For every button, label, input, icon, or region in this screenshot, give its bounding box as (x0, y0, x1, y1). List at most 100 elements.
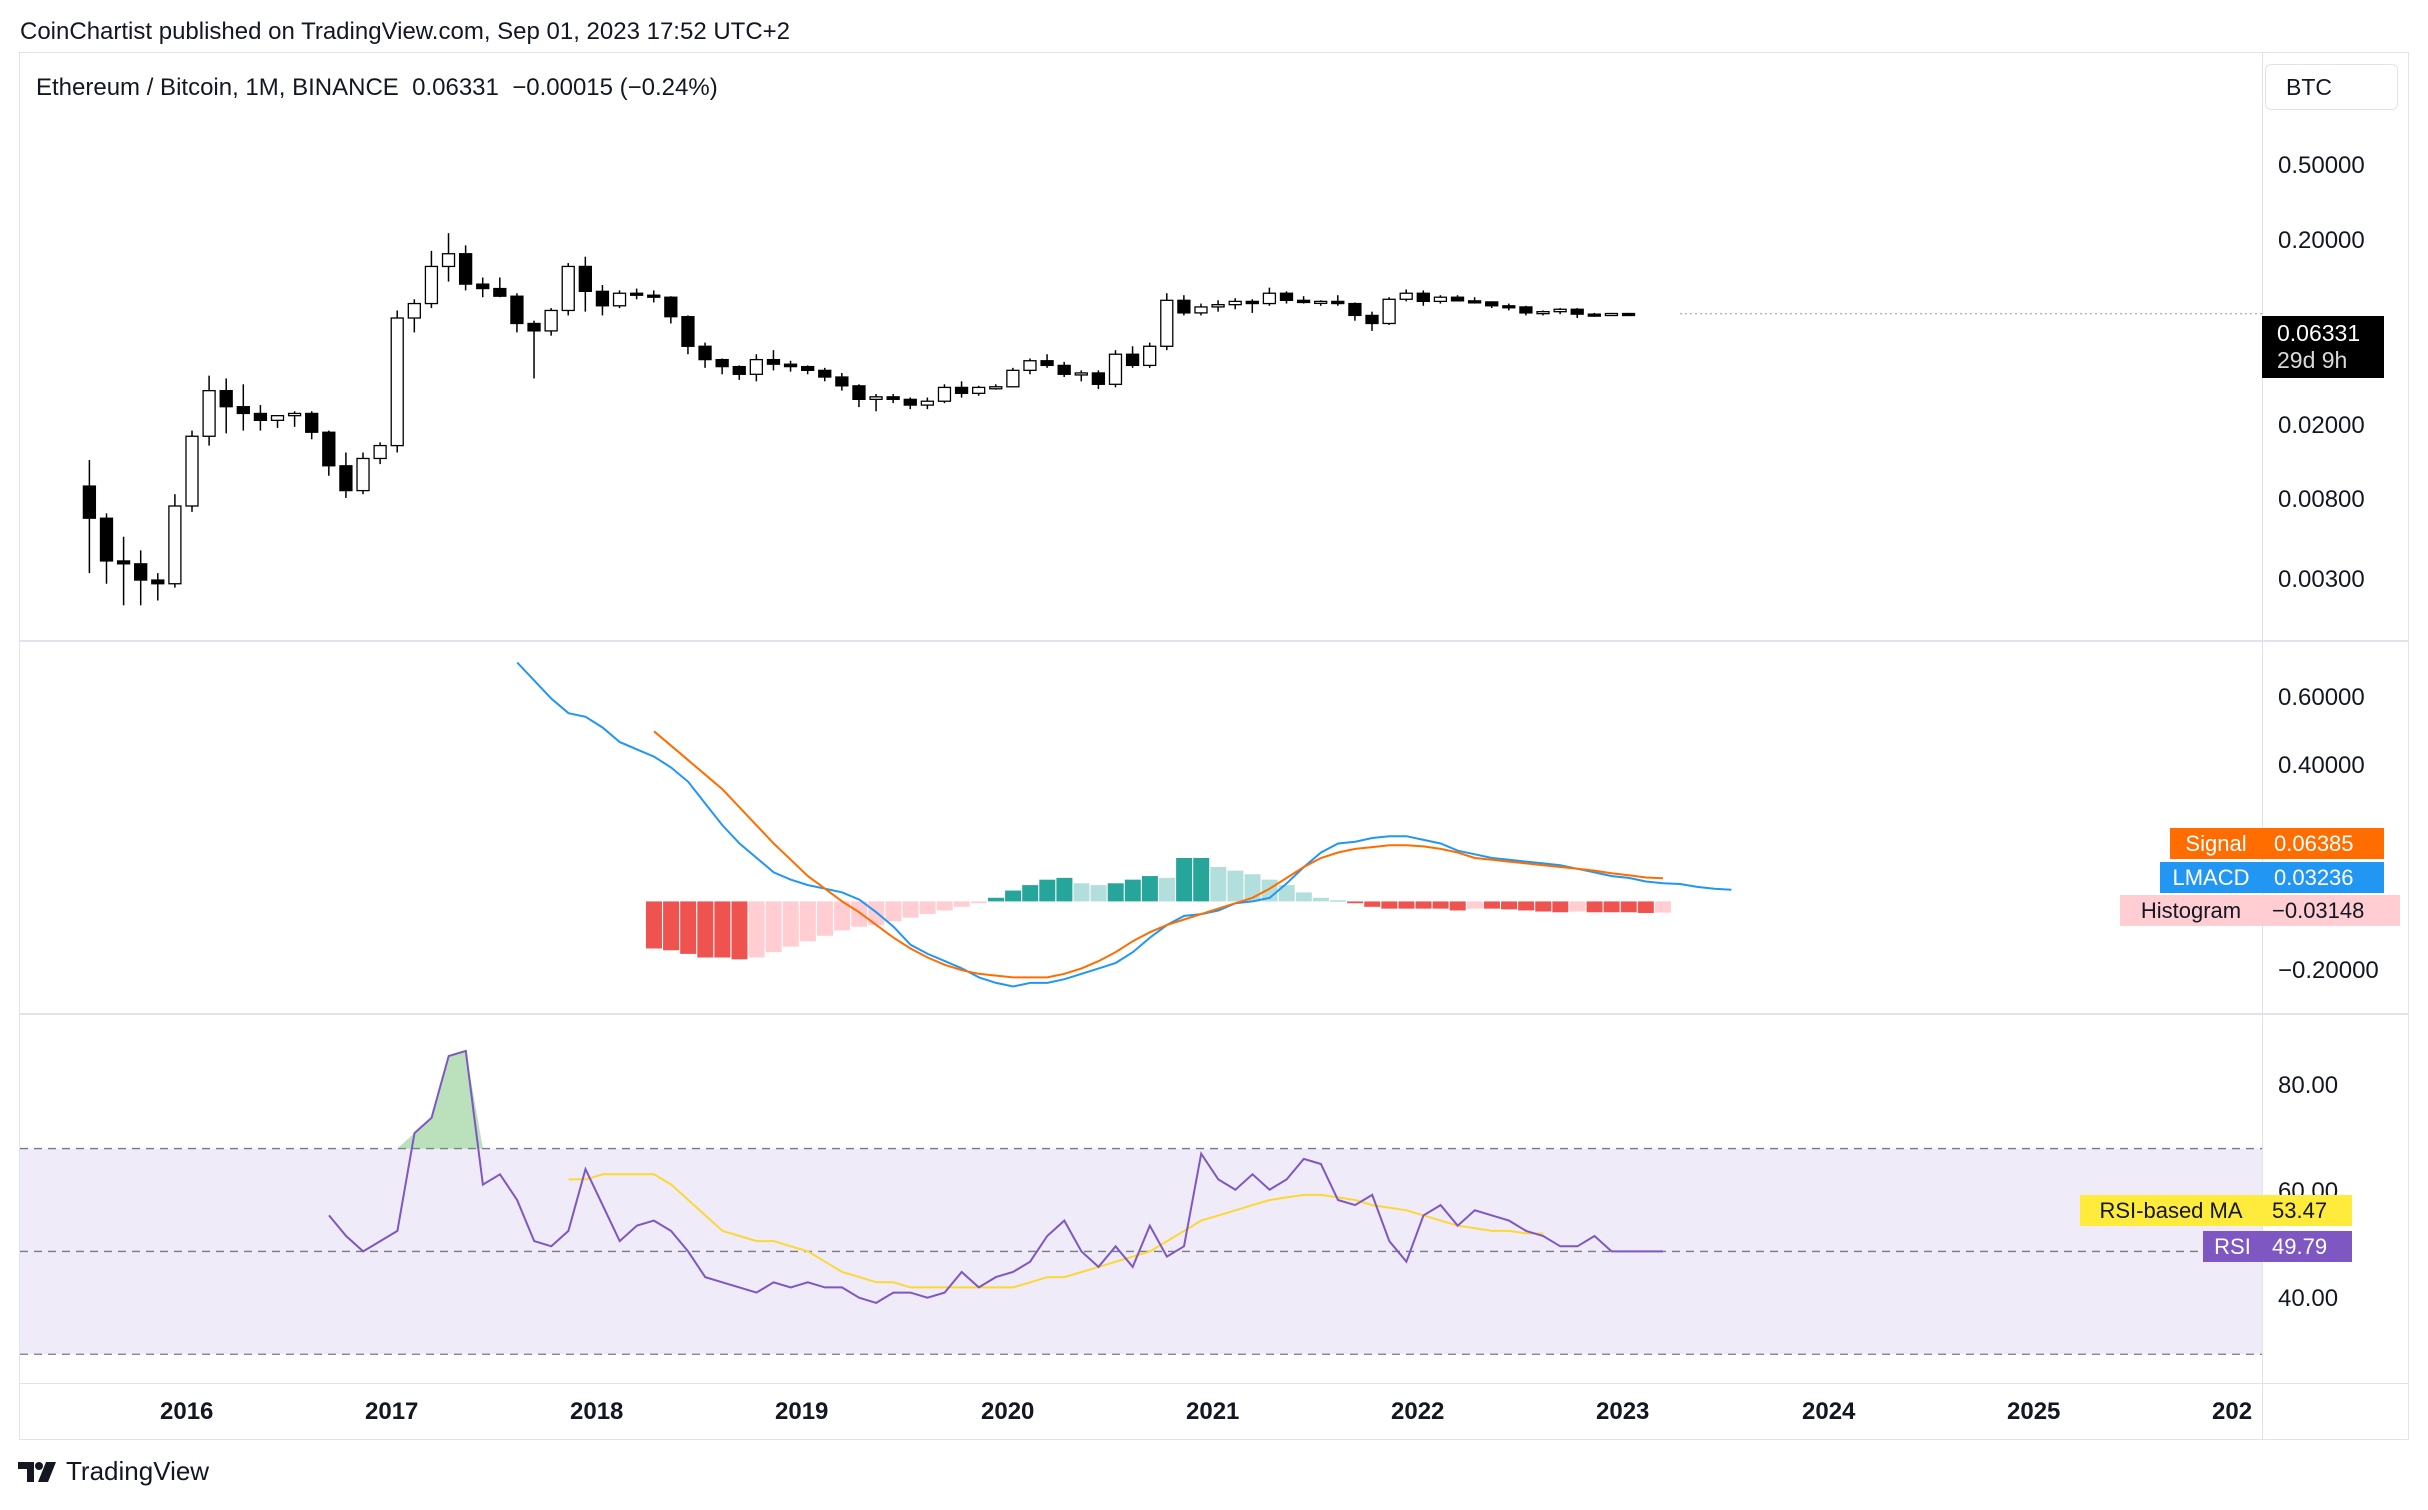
candle-body (253, 412, 268, 421)
rsi-ma-label: RSI-based MA (2080, 1195, 2262, 1226)
histogram-bar (714, 901, 731, 958)
candle-body (1621, 312, 1636, 317)
time-tick: 2023 (1596, 1398, 1650, 1425)
signal-value: 0.06385 (2262, 828, 2384, 859)
candle-body (1502, 305, 1516, 309)
time-tick: 2020 (981, 1398, 1035, 1425)
candle-body (424, 265, 439, 305)
histogram-bar (1449, 901, 1466, 911)
currency-selector[interactable]: BTC (2265, 64, 2398, 110)
histogram-label: Histogram (2120, 895, 2262, 926)
histogram-bar (1483, 901, 1500, 909)
candle-body (989, 386, 1003, 390)
signal-label: Signal (2170, 828, 2262, 859)
signal-line (653, 730, 1664, 979)
candle-body (270, 415, 285, 421)
macd-tick: 0.60000 (2278, 684, 2365, 711)
time-tick: 2021 (1186, 1398, 1240, 1425)
candle-body (407, 302, 421, 319)
candle-body (595, 290, 610, 307)
candle-body (1296, 299, 1311, 304)
candle-body (852, 385, 866, 401)
histogram-bar (1005, 890, 1022, 902)
histogram-bar (799, 901, 816, 942)
pane-divider-macd-rsi (19, 1013, 2409, 1015)
rsi-value: 49.79 (2262, 1231, 2352, 1262)
candle-body (476, 283, 490, 290)
symbol-legend[interactable]: Ethereum / Bitcoin, 1M, BINANCE 0.06331 … (36, 74, 718, 101)
time-tick: 2025 (2007, 1398, 2061, 1425)
candle-body (356, 457, 370, 492)
price-tick: 0.02000 (2278, 412, 2365, 439)
histogram-bar (1159, 877, 1176, 902)
candle-body (185, 435, 199, 507)
candle-body (1074, 372, 1088, 376)
candle-body (134, 563, 148, 581)
histogram-bar (1569, 901, 1586, 912)
histogram-bar (1466, 901, 1483, 909)
histogram-bar (782, 901, 799, 947)
candle-body (732, 365, 746, 375)
macd-tick: 0.40000 (2278, 752, 2365, 779)
histogram-bar (697, 901, 714, 958)
candle-body (339, 465, 353, 492)
candle-body (1023, 360, 1037, 372)
candle-body (1262, 292, 1277, 305)
tradingview-logo-icon (18, 1461, 56, 1482)
candle-body (527, 322, 541, 332)
rsi-line (328, 1049, 1663, 1304)
candle-body (390, 317, 404, 447)
lmacd-label: LMACD (2160, 862, 2262, 893)
candle-body (766, 358, 781, 365)
candle-body (629, 292, 644, 296)
candle-body (1143, 345, 1157, 367)
candle-body (612, 292, 627, 307)
histogram-bar (1227, 870, 1244, 902)
candle-body (1177, 299, 1191, 314)
histogram-bar (816, 901, 833, 936)
tradingview-brand[interactable]: TradingView (18, 1456, 209, 1487)
candle-body (869, 396, 883, 401)
histogram-bar (1295, 892, 1312, 902)
histogram-bar (885, 901, 902, 922)
candle-body (1091, 372, 1106, 385)
candle-body (1211, 304, 1225, 308)
candle-body (1348, 302, 1362, 317)
histogram-bar (1193, 857, 1210, 902)
candle-body (287, 412, 302, 417)
candle-body (151, 579, 165, 585)
candle-body (698, 345, 712, 361)
histogram-bar (936, 901, 953, 911)
histogram-bar (1398, 901, 1415, 909)
candle-body (749, 358, 763, 375)
rsi-ma-value: 53.47 (2262, 1195, 2352, 1226)
candle-body (1519, 306, 1533, 314)
histogram-bar (1330, 900, 1347, 902)
candle-body (322, 431, 336, 467)
chart-frame (19, 52, 2409, 1440)
histogram-bar (765, 901, 782, 953)
histogram-bar (953, 901, 970, 907)
candle-body (647, 294, 661, 298)
candle-body (972, 386, 986, 394)
candle-body (1604, 312, 1619, 317)
candle-body (1450, 296, 1465, 302)
candle-body (458, 253, 473, 285)
histogram-bar (731, 901, 748, 960)
histogram-bar (851, 901, 868, 927)
time-tick: 2016 (160, 1398, 214, 1425)
price-tick: 0.00300 (2278, 566, 2365, 593)
histogram-bar (748, 901, 765, 958)
histogram-bar (1364, 901, 1381, 907)
histogram-bar (1415, 901, 1432, 909)
pane-divider-price-macd (19, 640, 2409, 642)
candle-body (493, 287, 507, 297)
histogram-bar (1312, 897, 1329, 902)
histogram-bar (1518, 901, 1535, 911)
histogram-bar (902, 901, 919, 918)
rsi-overbought-fill (397, 1050, 483, 1149)
candle-body (1365, 314, 1379, 325)
candle-body (937, 386, 952, 402)
histogram-value: −0.03148 (2262, 895, 2400, 926)
